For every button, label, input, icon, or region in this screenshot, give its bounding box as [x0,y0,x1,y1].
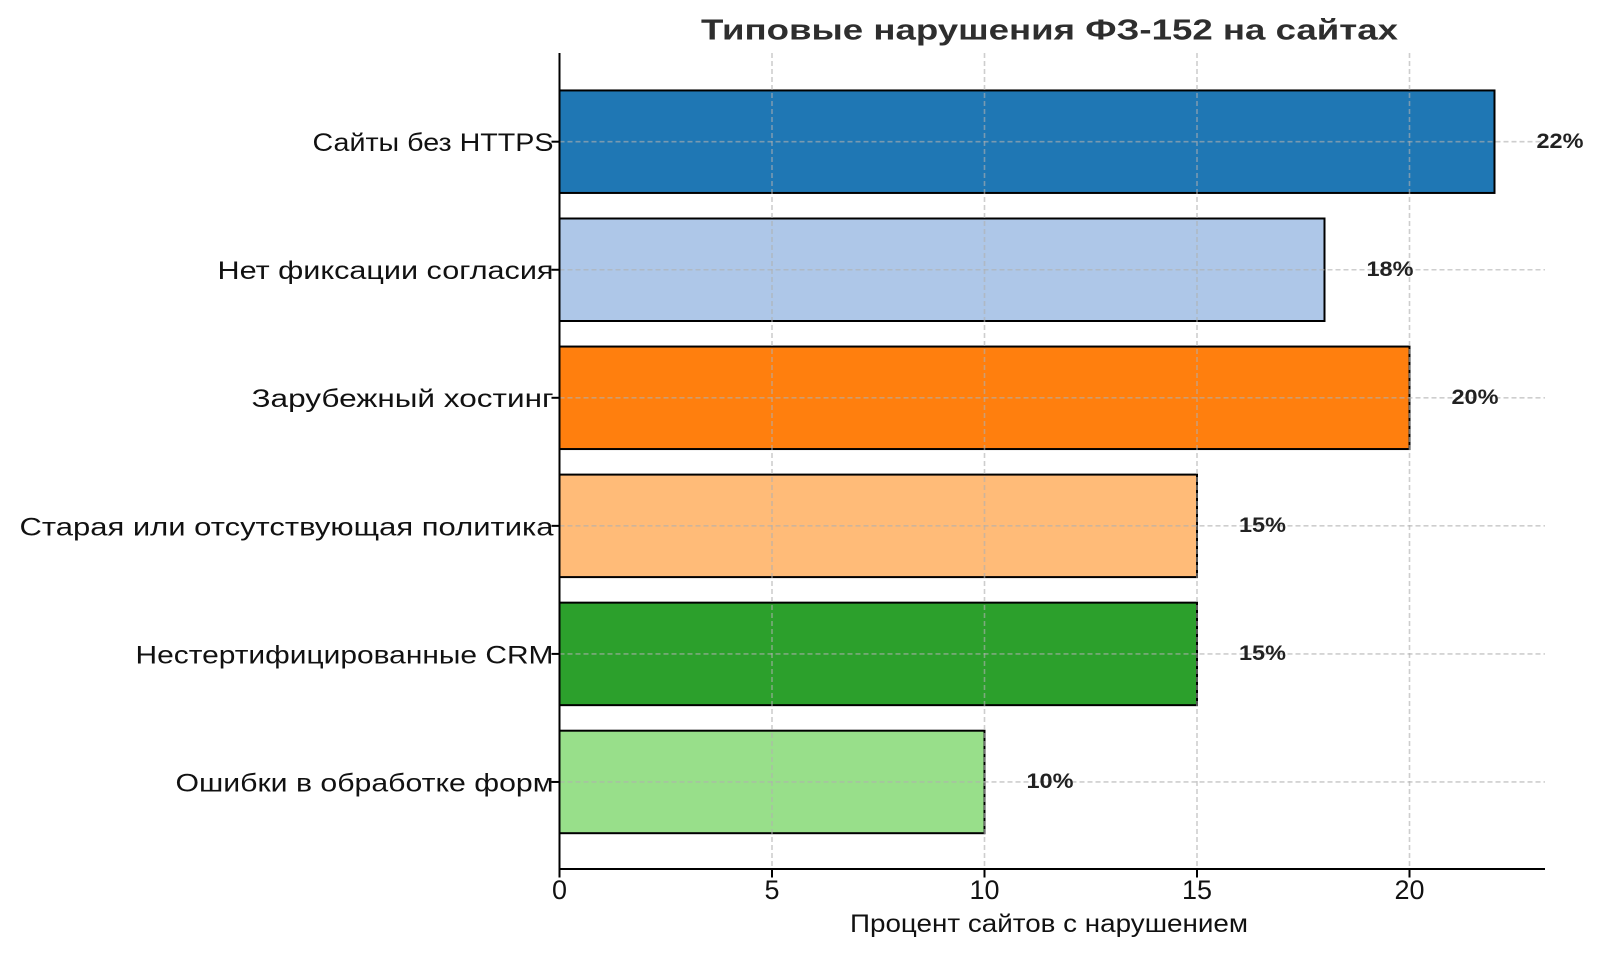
svg-text:Процент сайтов с нарушением: Процент сайтов с нарушением [850,910,1248,938]
svg-text:20%: 20% [1452,385,1499,409]
svg-text:Нестертифицированные CRM: Нестертифицированные CRM [136,641,554,669]
svg-text:0: 0 [552,875,567,905]
svg-text:Зарубежный хостинг: Зарубежный хостинг [252,385,554,413]
svg-text:Старая или отсутствующая полит: Старая или отсутствующая политика [20,513,554,541]
svg-text:18%: 18% [1367,257,1414,281]
svg-text:Типовые нарушения ФЗ-152 на са: Типовые нарушения ФЗ-152 на сайтах [701,15,1398,47]
svg-text:22%: 22% [1537,129,1584,153]
svg-text:Сайты без HTTPS: Сайты без HTTPS [313,129,554,157]
svg-text:Нет фиксации согласия: Нет фиксации согласия [218,257,554,285]
svg-text:10%: 10% [1027,769,1074,793]
svg-text:15%: 15% [1239,513,1286,537]
svg-text:Ошибки в обработке форм: Ошибки в обработке форм [176,769,554,797]
svg-text:5: 5 [765,875,780,905]
svg-text:15%: 15% [1239,641,1286,665]
svg-text:10: 10 [970,875,1000,905]
svg-text:15: 15 [1182,875,1212,905]
svg-text:20: 20 [1395,875,1425,905]
